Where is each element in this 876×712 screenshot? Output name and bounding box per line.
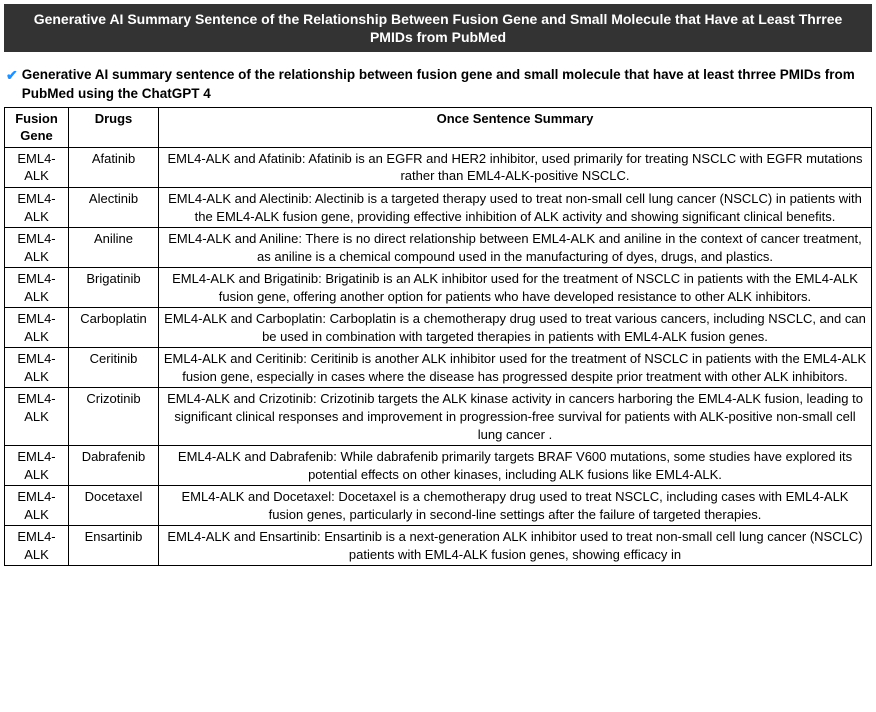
cell-drug: Afatinib — [69, 147, 159, 187]
cell-fusion: EML4-ALK — [5, 446, 69, 486]
page-banner: Generative AI Summary Sentence of the Re… — [4, 4, 872, 52]
table-header-row: Fusion Gene Drugs Once Sentence Summary — [5, 107, 872, 147]
cell-summary: EML4-ALK and Brigatinib: Brigatinib is a… — [159, 268, 872, 308]
cell-summary: EML4-ALK and Crizotinib: Crizotinib targ… — [159, 388, 872, 446]
cell-drug: Alectinib — [69, 188, 159, 228]
cell-summary: EML4-ALK and Ensartinib: Ensartinib is a… — [159, 526, 872, 566]
summary-table: Fusion Gene Drugs Once Sentence Summary … — [4, 107, 872, 567]
col-header-summary: Once Sentence Summary — [159, 107, 872, 147]
cell-fusion: EML4-ALK — [5, 268, 69, 308]
cell-summary: EML4-ALK and Docetaxel: Docetaxel is a c… — [159, 486, 872, 526]
cell-fusion: EML4-ALK — [5, 308, 69, 348]
table-row: EML4-ALKDocetaxelEML4-ALK and Docetaxel:… — [5, 486, 872, 526]
cell-summary: EML4-ALK and Dabrafenib: While dabrafeni… — [159, 446, 872, 486]
table-row: EML4-ALKCeritinibEML4-ALK and Ceritinib:… — [5, 348, 872, 388]
cell-drug: Ceritinib — [69, 348, 159, 388]
cell-drug: Brigatinib — [69, 268, 159, 308]
subtitle-row: ✔ Generative AI summary sentence of the … — [0, 56, 876, 106]
cell-fusion: EML4-ALK — [5, 188, 69, 228]
cell-summary: EML4-ALK and Carboplatin: Carboplatin is… — [159, 308, 872, 348]
cell-fusion: EML4-ALK — [5, 388, 69, 446]
cell-summary: EML4-ALK and Alectinib: Alectinib is a t… — [159, 188, 872, 228]
cell-drug: Ensartinib — [69, 526, 159, 566]
cell-drug: Crizotinib — [69, 388, 159, 446]
cell-drug: Docetaxel — [69, 486, 159, 526]
cell-fusion: EML4-ALK — [5, 228, 69, 268]
cell-drug: Dabrafenib — [69, 446, 159, 486]
cell-summary: EML4-ALK and Afatinib: Afatinib is an EG… — [159, 147, 872, 187]
banner-title: Generative AI Summary Sentence of the Re… — [34, 11, 843, 45]
cell-fusion: EML4-ALK — [5, 486, 69, 526]
table-row: EML4-ALKEnsartinibEML4-ALK and Ensartini… — [5, 526, 872, 566]
table-row: EML4-ALKCrizotinibEML4-ALK and Crizotini… — [5, 388, 872, 446]
cell-summary: EML4-ALK and Aniline: There is no direct… — [159, 228, 872, 268]
col-header-fusion: Fusion Gene — [5, 107, 69, 147]
cell-drug: Carboplatin — [69, 308, 159, 348]
cell-summary: EML4-ALK and Ceritinib: Ceritinib is ano… — [159, 348, 872, 388]
cell-fusion: EML4-ALK — [5, 526, 69, 566]
cell-drug: Aniline — [69, 228, 159, 268]
table-row: EML4-ALKDabrafenibEML4-ALK and Dabrafeni… — [5, 446, 872, 486]
check-icon: ✔ — [6, 66, 18, 84]
subtitle-text: Generative AI summary sentence of the re… — [22, 66, 870, 102]
table-body: EML4-ALKAfatinibEML4-ALK and Afatinib: A… — [5, 147, 872, 565]
col-header-drug: Drugs — [69, 107, 159, 147]
table-row: EML4-ALKAnilineEML4-ALK and Aniline: The… — [5, 228, 872, 268]
cell-fusion: EML4-ALK — [5, 147, 69, 187]
table-row: EML4-ALKCarboplatinEML4-ALK and Carbopla… — [5, 308, 872, 348]
table-row: EML4-ALKBrigatinibEML4-ALK and Brigatini… — [5, 268, 872, 308]
table-row: EML4-ALKAlectinibEML4-ALK and Alectinib:… — [5, 188, 872, 228]
table-row: EML4-ALKAfatinibEML4-ALK and Afatinib: A… — [5, 147, 872, 187]
cell-fusion: EML4-ALK — [5, 348, 69, 388]
